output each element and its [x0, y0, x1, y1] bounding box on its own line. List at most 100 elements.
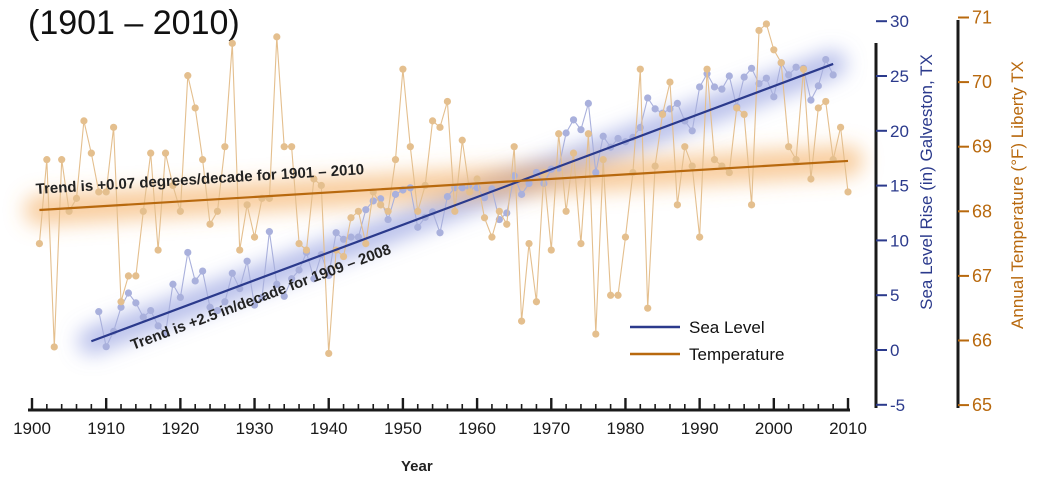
data-point-1-36	[302, 246, 311, 254]
x-tick-label-1950: 1950	[384, 419, 422, 438]
temperature-tick-label-66: 66	[972, 331, 992, 351]
data-point-1-48	[391, 156, 400, 164]
data-point-1-54	[436, 123, 444, 131]
data-point-0-66	[584, 99, 592, 107]
data-point-0-17	[221, 298, 229, 306]
data-point-1-22	[199, 156, 207, 164]
data-point-1-5	[72, 194, 81, 202]
x-tick-label-1920: 1920	[161, 419, 199, 438]
sea-level-tick-label-25: 25	[890, 67, 909, 86]
axes-layer: 1900 1910 1920 1930 1940 1950 1960 1970 1980 1990…	[13, 8, 1027, 439]
x-tick-label-1900: 1900	[13, 419, 51, 438]
data-point-0-10	[169, 280, 177, 288]
data-point-1-96	[747, 201, 756, 209]
data-point-0-35	[354, 233, 362, 241]
data-point-1-18	[169, 181, 177, 190]
data-point-1-85	[666, 78, 674, 86]
data-point-1-59	[473, 175, 481, 183]
x-tick-label-1980: 1980	[607, 419, 645, 438]
data-point-0-34	[347, 233, 355, 241]
x-tick-label-1910: 1910	[87, 419, 125, 438]
data-point-1-32	[273, 33, 281, 41]
data-point-0-65	[577, 126, 585, 134]
data-point-1-1	[43, 156, 51, 164]
data-point-0-85	[725, 72, 733, 80]
data-point-1-70	[555, 130, 563, 138]
data-point-1-20	[184, 72, 192, 80]
data-point-0-49	[458, 184, 466, 192]
data-point-0-18	[228, 269, 236, 277]
data-point-0-31	[325, 271, 333, 280]
x-tick-label-2000: 2000	[755, 419, 793, 438]
data-point-0-46	[436, 229, 444, 237]
data-point-1-83	[651, 162, 659, 170]
data-point-1-104	[807, 175, 815, 183]
data-point-1-3	[58, 156, 66, 164]
data-point-0-22	[258, 293, 266, 301]
data-point-0-88	[747, 64, 756, 72]
data-point-1-46	[377, 201, 385, 209]
trend-label-0: Trend is +2.5 in/decade for 1909 – 2008	[128, 241, 393, 354]
data-point-1-53	[428, 117, 437, 125]
data-point-1-108	[836, 123, 845, 131]
data-point-0-9	[161, 329, 170, 338]
data-point-0-98	[822, 55, 830, 64]
data-point-1-105	[814, 104, 822, 112]
data-point-1-17	[161, 149, 170, 157]
data-point-0-7	[147, 306, 155, 315]
data-point-1-86	[673, 201, 681, 209]
data-point-0-55	[503, 209, 511, 217]
data-point-1-55	[443, 97, 452, 106]
data-point-1-109	[844, 188, 852, 196]
data-point-1-21	[191, 104, 199, 112]
x-axis-title: Year	[401, 458, 433, 475]
data-point-1-74	[584, 130, 592, 138]
data-point-1-13	[132, 272, 140, 280]
data-point-1-71	[562, 207, 570, 215]
data-point-1-56	[451, 207, 459, 215]
data-point-0-24	[273, 280, 281, 288]
x-tick-label-1930: 1930	[236, 419, 274, 438]
data-point-0-57	[518, 190, 526, 198]
data-point-1-49	[399, 65, 407, 73]
temperature-tick-label-67: 67	[972, 266, 992, 286]
x-tick-label-2010: 2010	[829, 419, 867, 438]
data-point-1-73	[577, 240, 585, 248]
temperature-tick-label-69: 69	[972, 137, 992, 157]
data-point-1-12	[124, 272, 133, 280]
series-layer	[35, 20, 852, 358]
data-point-0-93	[785, 71, 793, 79]
data-point-1-60	[480, 214, 489, 222]
data-point-1-10	[110, 123, 118, 131]
sea-level-tick-label-15: 15	[890, 177, 909, 196]
data-point-0-0	[95, 308, 103, 316]
data-point-0-39	[384, 215, 392, 224]
data-point-0-64	[569, 116, 578, 124]
data-point-0-70	[614, 134, 622, 143]
data-point-1-90	[703, 65, 711, 73]
data-point-0-63	[562, 129, 570, 137]
data-point-0-73	[636, 123, 644, 132]
data-point-1-61	[488, 233, 496, 241]
data-point-0-6	[139, 313, 147, 321]
data-point-1-100	[777, 59, 785, 67]
data-point-1-16	[154, 246, 162, 254]
data-point-1-11	[117, 298, 125, 306]
x-tick-label-1940: 1940	[310, 419, 348, 438]
data-point-1-98	[762, 20, 771, 28]
data-point-0-8	[154, 322, 162, 330]
chart-title: (1901 – 2010)	[28, 4, 240, 42]
x-tick-label-1960: 1960	[458, 419, 496, 438]
data-point-0-5	[132, 299, 140, 307]
data-point-0-26	[288, 275, 296, 283]
data-point-0-27	[295, 266, 303, 274]
data-point-1-89	[696, 233, 704, 241]
data-point-1-27	[236, 246, 244, 254]
data-point-0-36	[362, 206, 370, 214]
data-point-1-99	[770, 46, 778, 54]
data-point-0-16	[213, 306, 222, 315]
series-line-1	[38, 23, 849, 354]
data-point-0-68	[599, 132, 607, 140]
data-point-1-106	[822, 97, 830, 106]
